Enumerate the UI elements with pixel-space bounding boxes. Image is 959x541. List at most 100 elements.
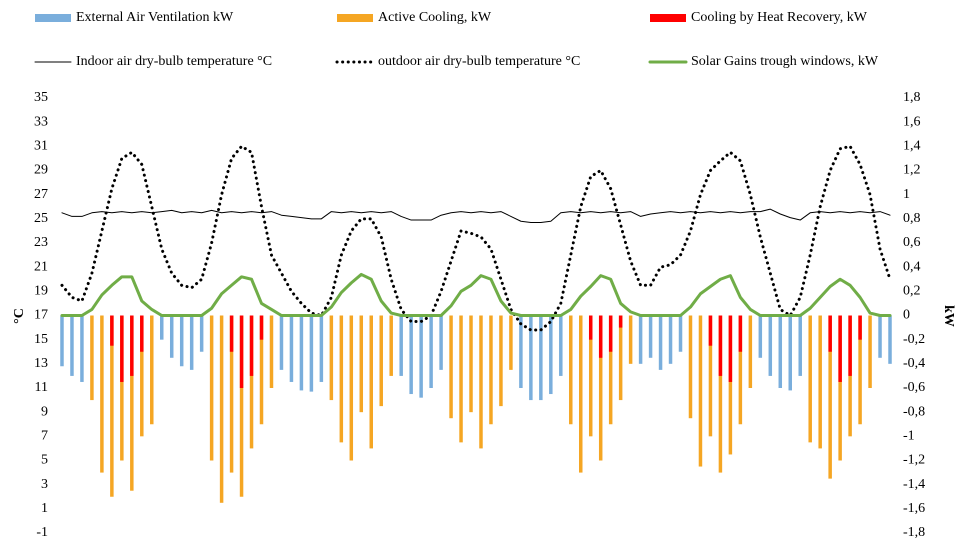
line	[60, 272, 892, 317]
bar	[80, 315, 84, 382]
legend-swatch	[650, 14, 686, 22]
bar	[409, 315, 413, 395]
bar	[828, 315, 832, 479]
bar	[618, 315, 623, 328]
bar	[349, 315, 354, 461]
line	[61, 208, 891, 223]
y-tick-label: 23	[34, 235, 48, 250]
bar	[269, 315, 274, 388]
bar	[588, 315, 593, 437]
y-tick-label: 21	[34, 259, 48, 274]
y2-tick-label: 1	[903, 187, 910, 202]
bar	[708, 315, 713, 346]
bar	[768, 315, 773, 376]
y-tick-label: 35	[34, 90, 48, 105]
bar	[808, 315, 812, 443]
bar	[728, 315, 733, 382]
legend-label: External Air Ventilation kW	[76, 10, 234, 25]
y2-tick-label: -1,8	[903, 525, 925, 540]
bar	[189, 315, 194, 370]
bar	[628, 315, 633, 364]
bar	[199, 315, 204, 352]
bar	[359, 315, 364, 413]
y-tick-label: 25	[34, 211, 48, 226]
bar	[549, 315, 553, 395]
y2-tick-label: -0,8	[903, 404, 925, 419]
bar	[598, 315, 603, 358]
bar	[229, 315, 234, 473]
bar	[788, 315, 792, 391]
bar	[648, 315, 653, 358]
bar	[319, 315, 324, 382]
bar	[100, 315, 104, 473]
bar	[259, 315, 264, 340]
y2-tick-label: -1,6	[903, 501, 925, 516]
bar	[379, 315, 383, 407]
bar	[249, 315, 254, 376]
y-tick-label: 33	[34, 114, 48, 129]
bar	[90, 315, 94, 401]
y-tick-label: 27	[34, 187, 48, 202]
y2-tick-label: -1	[903, 429, 915, 444]
bar	[828, 315, 832, 352]
bar	[588, 315, 593, 340]
bar	[878, 315, 882, 358]
bar	[638, 315, 643, 364]
bar	[838, 315, 842, 461]
y2-tick-label: 1,6	[903, 114, 921, 129]
bar	[598, 315, 603, 461]
y2-tick-label: 1,2	[903, 163, 921, 178]
bar	[60, 315, 64, 367]
y2-tick-label: -0,6	[903, 380, 925, 395]
bar	[708, 315, 713, 437]
y2-tick-label: -1,2	[903, 453, 925, 468]
legend-label: Cooling by Heat Recovery, kW	[691, 10, 868, 25]
bar	[798, 315, 802, 376]
legend-label: outdoor air dry-bulb temperature °C	[378, 54, 580, 69]
bar	[130, 315, 134, 491]
y-tick-label: -1	[36, 525, 48, 540]
bar	[110, 315, 114, 497]
bar	[858, 315, 862, 425]
y-tick-label: 29	[34, 163, 48, 178]
bar	[569, 315, 573, 425]
bar	[459, 315, 463, 443]
y-tick-label: 31	[34, 139, 48, 154]
y2-axis-label: kW	[941, 305, 956, 327]
bar	[718, 315, 723, 473]
y-tick-label: 19	[34, 284, 48, 299]
y2-tick-label: 0,2	[903, 284, 921, 299]
bar	[698, 315, 703, 467]
y2-tick-label: -0,2	[903, 332, 925, 347]
bar	[618, 315, 623, 401]
y-tick-label: 5	[41, 453, 48, 468]
bar	[259, 315, 264, 425]
bar	[389, 315, 393, 376]
bar	[818, 315, 822, 449]
legend-label: Indoor air dry-bulb temperature °C	[76, 54, 272, 69]
y2-tick-label: -1,4	[903, 477, 925, 492]
bar	[279, 315, 284, 370]
y2-tick-label: -0,4	[903, 356, 925, 371]
bar	[140, 315, 144, 437]
bar	[219, 315, 224, 503]
bar	[140, 315, 144, 352]
y-tick-label: 9	[41, 404, 48, 419]
bar	[130, 315, 134, 376]
y-tick-label: 13	[34, 356, 48, 371]
bar	[329, 315, 334, 401]
bar	[688, 315, 693, 419]
y2-tick-label: 0	[903, 308, 910, 323]
legend-swatch	[337, 14, 373, 22]
line	[60, 144, 892, 332]
bar	[758, 315, 763, 358]
bar	[439, 315, 443, 370]
bar	[289, 315, 294, 382]
y2-tick-label: 0,4	[903, 259, 921, 274]
bar	[778, 315, 783, 388]
bar	[179, 315, 184, 367]
y-tick-label: 3	[41, 477, 48, 492]
bar	[120, 315, 124, 461]
y2-tick-label: 1,4	[903, 139, 921, 154]
bar	[469, 315, 473, 413]
